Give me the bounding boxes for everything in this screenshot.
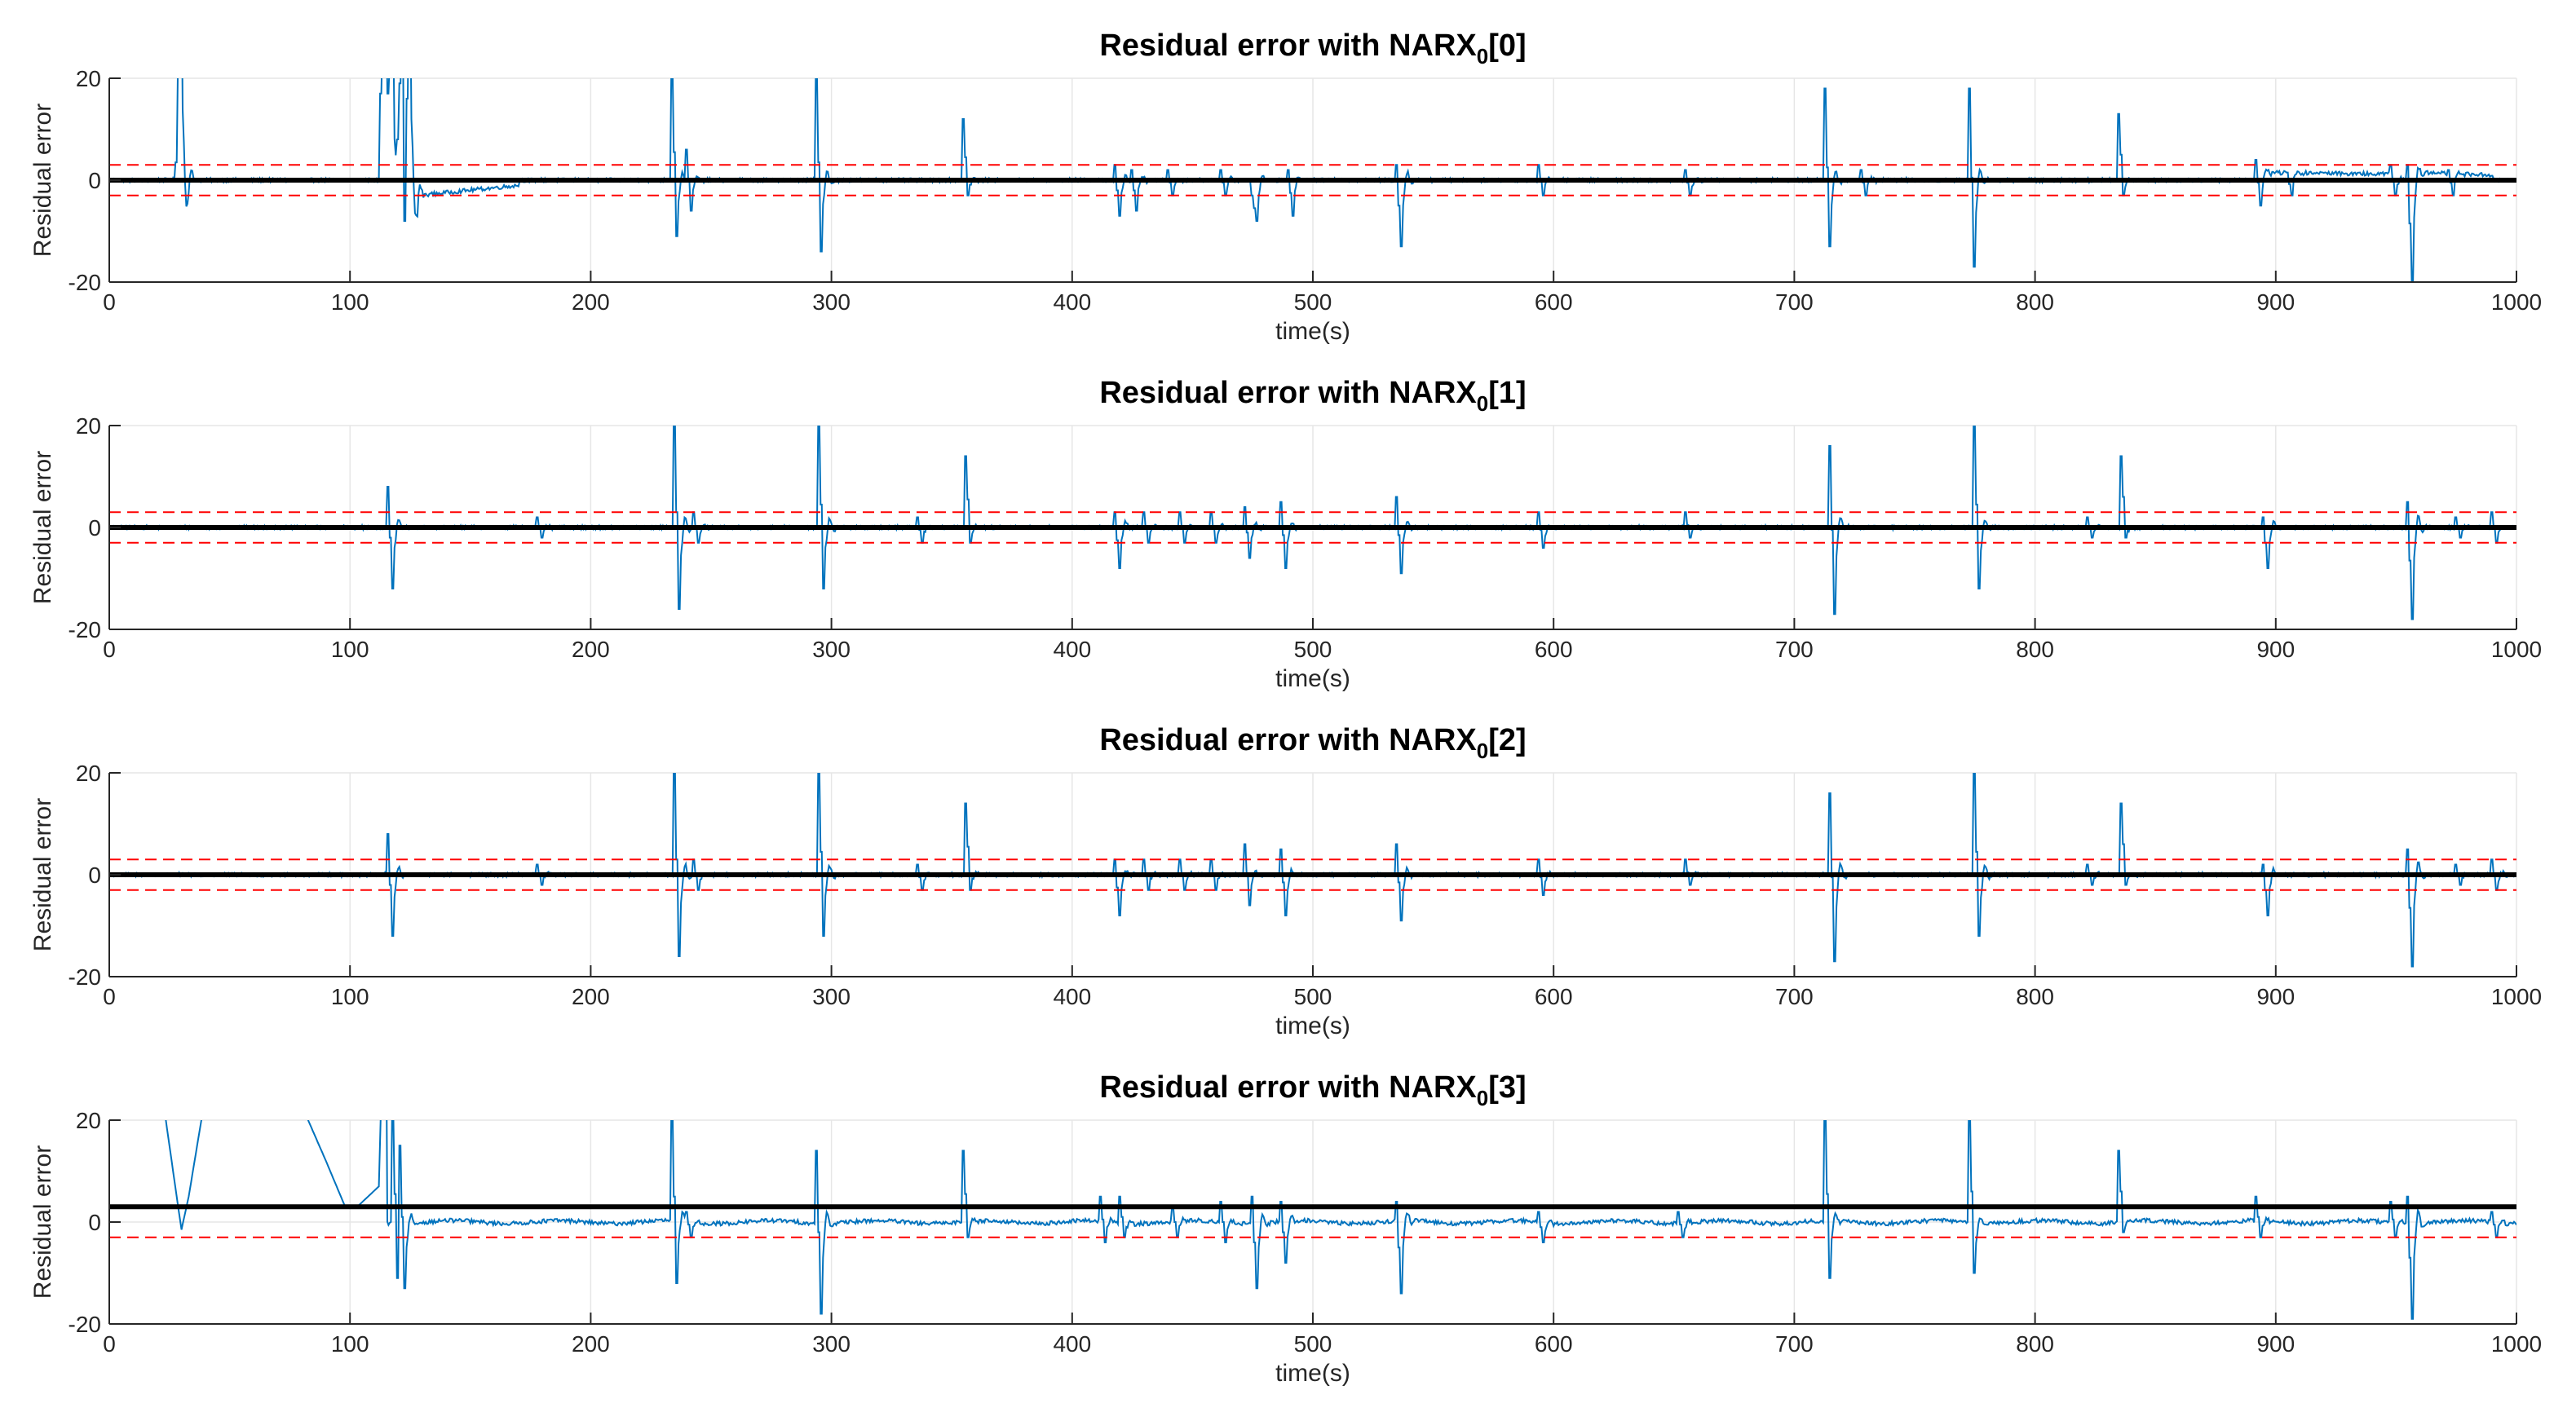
x-tick-label: 800: [2016, 289, 2054, 315]
x-tick-label: 300: [812, 1331, 851, 1357]
x-tick-label: 600: [1535, 637, 1573, 662]
x-tick-label: 700: [1775, 1331, 1814, 1357]
x-axis-label: time(s): [1275, 1360, 1350, 1387]
y-axis-label: Residual error: [29, 451, 56, 604]
y-tick-label: 20: [76, 66, 101, 91]
x-tick-label: 500: [1294, 1331, 1332, 1357]
x-tick-label: 100: [331, 1331, 369, 1357]
subplot-1: Residual error with NARX0[1]0 100 200 300 40…: [29, 376, 2542, 692]
title-subscript: 0: [1477, 391, 1488, 416]
subplot-3: Residual error with NARX0[3]0 100 200 300 40…: [29, 1070, 2542, 1387]
subplot-title: Residual error with NARX0[2]: [1099, 723, 1526, 763]
y-tick-label: 0: [88, 168, 101, 193]
x-tick-label: 800: [2016, 637, 2054, 662]
title-suffix: [1]: [1488, 376, 1526, 410]
subplot-title: Residual error with NARX0[0]: [1099, 29, 1526, 68]
subplot-0: Residual error with NARX0[0]0 100 200 300 40…: [29, 29, 2542, 345]
x-tick-label: 400: [1053, 637, 1091, 662]
title-main: Residual error with NARX: [1099, 376, 1477, 410]
y-tick-label: -20: [68, 270, 101, 295]
x-tick-label: 900: [2256, 637, 2295, 662]
x-tick-label: 200: [572, 289, 610, 315]
x-tick-label: 900: [2256, 289, 2295, 315]
x-tick-label: 1000: [2491, 1331, 2542, 1357]
x-tick-label: 300: [812, 984, 851, 1009]
subplot-2: Residual error with NARX0[2]0 100 200 300 40…: [29, 723, 2542, 1039]
x-tick-label: 400: [1053, 984, 1091, 1009]
x-tick-label: 1000: [2491, 289, 2542, 315]
x-tick-label: 200: [572, 637, 610, 662]
title-subscript: 0: [1477, 44, 1488, 68]
subplot-title: Residual error with NARX0[3]: [1099, 1070, 1526, 1110]
x-tick-label: 600: [1535, 289, 1573, 315]
x-tick-label: 0: [103, 1331, 116, 1357]
title-suffix: [2]: [1488, 723, 1526, 757]
x-tick-label: 200: [572, 984, 610, 1009]
y-tick-label: -20: [68, 964, 101, 990]
title-subscript: 0: [1477, 1086, 1488, 1110]
x-tick-label: 0: [103, 984, 116, 1009]
x-tick-label: 300: [812, 637, 851, 662]
y-tick-label: -20: [68, 617, 101, 642]
residual-series-line: [165, 1120, 2516, 1320]
title-suffix: [3]: [1488, 1070, 1526, 1105]
title-main: Residual error with NARX: [1099, 1070, 1477, 1105]
title-subscript: 0: [1477, 739, 1488, 763]
title-main: Residual error with NARX: [1099, 29, 1477, 63]
x-axis-label: time(s): [1275, 1013, 1350, 1039]
title-main: Residual error with NARX: [1099, 723, 1477, 757]
x-tick-label: 800: [2016, 1331, 2054, 1357]
y-axis-label: Residual error: [29, 1145, 56, 1299]
x-tick-label: 100: [331, 289, 369, 315]
y-tick-label: 20: [76, 761, 101, 786]
x-tick-label: 800: [2016, 984, 2054, 1009]
x-tick-label: 100: [331, 637, 369, 662]
y-tick-label: 0: [88, 863, 101, 888]
x-tick-label: 100: [331, 984, 369, 1009]
x-tick-label: 700: [1775, 984, 1814, 1009]
y-tick-label: 20: [76, 413, 101, 439]
subplot-title: Residual error with NARX0[1]: [1099, 376, 1526, 416]
y-tick-label: 0: [88, 1210, 101, 1235]
x-axis-label: time(s): [1275, 665, 1350, 692]
x-tick-label: 1000: [2491, 984, 2542, 1009]
x-tick-label: 500: [1294, 984, 1332, 1009]
x-tick-label: 0: [103, 289, 116, 315]
y-axis-label: Residual error: [29, 798, 56, 951]
x-tick-label: 700: [1775, 289, 1814, 315]
x-tick-label: 700: [1775, 637, 1814, 662]
x-tick-label: 500: [1294, 289, 1332, 315]
y-axis-label: Residual error: [29, 104, 56, 257]
y-tick-label: 20: [76, 1108, 101, 1133]
x-tick-label: 400: [1053, 289, 1091, 315]
title-suffix: [0]: [1488, 29, 1526, 63]
x-tick-label: 0: [103, 637, 116, 662]
x-tick-label: 600: [1535, 984, 1573, 1009]
subplots-container: Residual error with NARX0[0]0 100 200 300 40…: [29, 29, 2542, 1387]
y-tick-label: -20: [68, 1312, 101, 1337]
x-tick-label: 900: [2256, 984, 2295, 1009]
x-tick-label: 500: [1294, 637, 1332, 662]
x-tick-label: 400: [1053, 1331, 1091, 1357]
y-tick-label: 0: [88, 515, 101, 541]
x-tick-label: 300: [812, 289, 851, 315]
x-axis-label: time(s): [1275, 318, 1350, 345]
x-tick-label: 1000: [2491, 637, 2542, 662]
x-tick-label: 600: [1535, 1331, 1573, 1357]
x-tick-label: 200: [572, 1331, 610, 1357]
x-tick-label: 900: [2256, 1331, 2295, 1357]
